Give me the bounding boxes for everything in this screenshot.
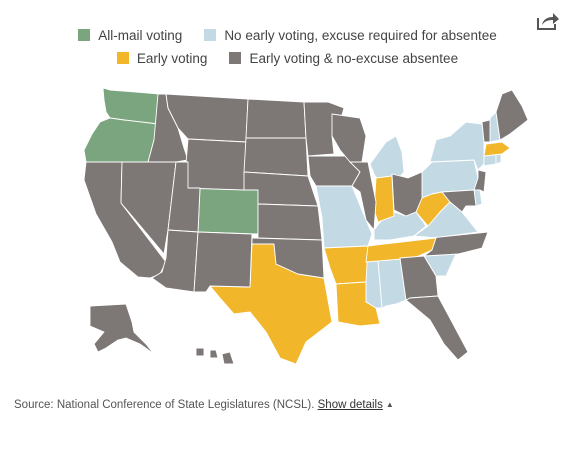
legend-swatch — [204, 29, 217, 41]
state-tn[interactable] — [365, 237, 437, 263]
state-ri[interactable] — [495, 153, 502, 165]
state-me[interactable] — [495, 89, 529, 141]
state-nd[interactable] — [245, 98, 307, 139]
state-il[interactable] — [349, 161, 377, 231]
state-ok[interactable] — [251, 237, 325, 279]
state-co[interactable] — [197, 187, 259, 235]
legend-item-early: Early voting — [116, 50, 208, 66]
caret-up-icon: ▲ — [385, 400, 394, 409]
legend-row: Early voting Early voting & no-excuse abs… — [0, 49, 575, 67]
legend-row: All-mail voting No early voting, excuse r… — [0, 26, 575, 44]
map-legend: All-mail voting No early voting, excuse r… — [0, 26, 575, 72]
show-details-link[interactable]: Show details — [317, 399, 383, 411]
state-wi[interactable] — [331, 113, 367, 163]
source-text: Source: National Conference of State Leg… — [14, 399, 315, 411]
state-nj[interactable] — [473, 169, 487, 193]
state-nc[interactable] — [423, 231, 489, 257]
legend-label: No early voting, excuse required for abs… — [224, 27, 497, 43]
state-wy[interactable] — [183, 138, 247, 191]
state-in[interactable] — [373, 175, 395, 223]
us-map — [70, 82, 540, 382]
state-vt[interactable] — [481, 119, 491, 143]
state-mo[interactable] — [315, 185, 373, 249]
state-ks[interactable] — [257, 203, 323, 241]
us-map-svg — [83, 87, 529, 365]
state-hi[interactable] — [195, 347, 235, 365]
state-ar[interactable] — [323, 245, 369, 285]
legend-item-all-mail: All-mail voting — [78, 28, 182, 43]
legend-swatch — [229, 52, 242, 64]
state-or[interactable] — [83, 117, 159, 163]
legend-swatch — [78, 29, 91, 41]
share-icon — [536, 11, 560, 36]
state-oh[interactable] — [391, 171, 423, 217]
legend-item-no-early-excuse: No early voting, excuse required for abs… — [204, 27, 497, 43]
state-fl[interactable] — [405, 295, 469, 361]
legend-label: Early voting & no-excuse absentee — [249, 50, 459, 66]
state-ak[interactable] — [89, 303, 155, 355]
legend-swatch — [116, 52, 129, 64]
state-nm[interactable] — [193, 231, 253, 293]
state-ma[interactable] — [483, 141, 511, 157]
source-note: Source: National Conference of State Leg… — [14, 399, 394, 411]
legend-label: Early voting — [136, 50, 208, 66]
legend-label: All-mail voting — [98, 27, 183, 43]
share-button[interactable] — [535, 12, 561, 34]
state-la[interactable] — [335, 281, 381, 327]
legend-item-early-no-excuse: Early voting & no-excuse absentee — [229, 51, 458, 66]
state-sd[interactable] — [243, 137, 309, 177]
